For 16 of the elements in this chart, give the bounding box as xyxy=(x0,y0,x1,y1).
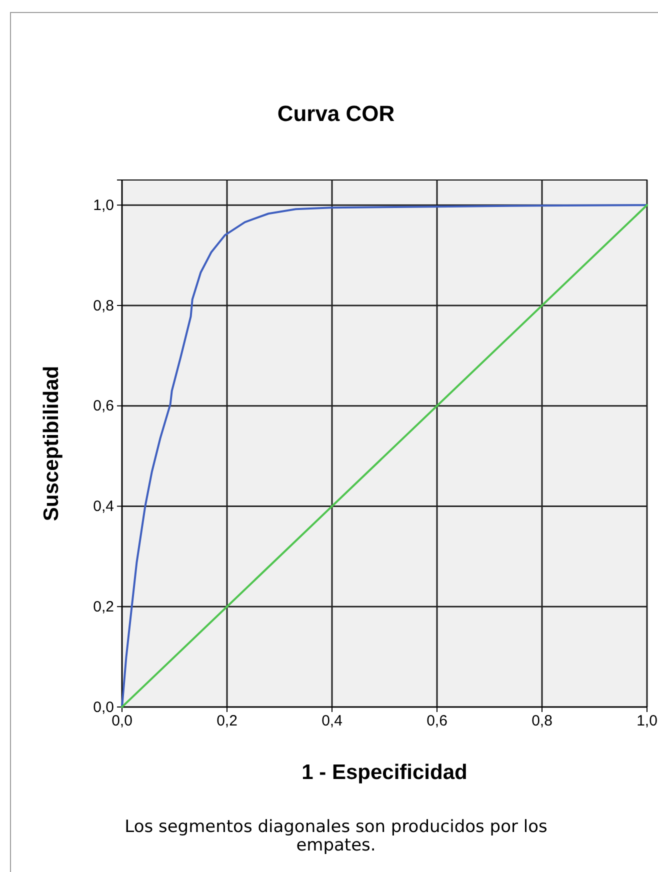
x-tick-label: 0,6 xyxy=(426,712,448,730)
x-tick-label: 0,4 xyxy=(322,712,342,730)
y-tick-label: 1,0 xyxy=(93,196,114,214)
x-axis-title: 1 - Especificidad xyxy=(302,761,468,784)
text: Los segmentos diagonales son producidos por los empates. xyxy=(124,817,548,856)
y-tick-label: 0,6 xyxy=(93,398,114,415)
y-tick-label: 0,4 xyxy=(93,498,114,516)
x-tick-label: 1,0 xyxy=(636,712,658,730)
y-tick-label: 0,2 xyxy=(93,598,114,616)
x-tick-label: 0,8 xyxy=(532,712,552,730)
y-tick-label: 0,0 xyxy=(93,698,114,716)
x-tick-label: 0,0 xyxy=(112,712,132,730)
chart-title: Curva COR xyxy=(277,101,395,126)
y-axis-title: Susceptibilidad xyxy=(40,366,63,522)
x-tick-label: 0,2 xyxy=(216,712,238,730)
y-tick-label: 0,8 xyxy=(93,297,114,314)
